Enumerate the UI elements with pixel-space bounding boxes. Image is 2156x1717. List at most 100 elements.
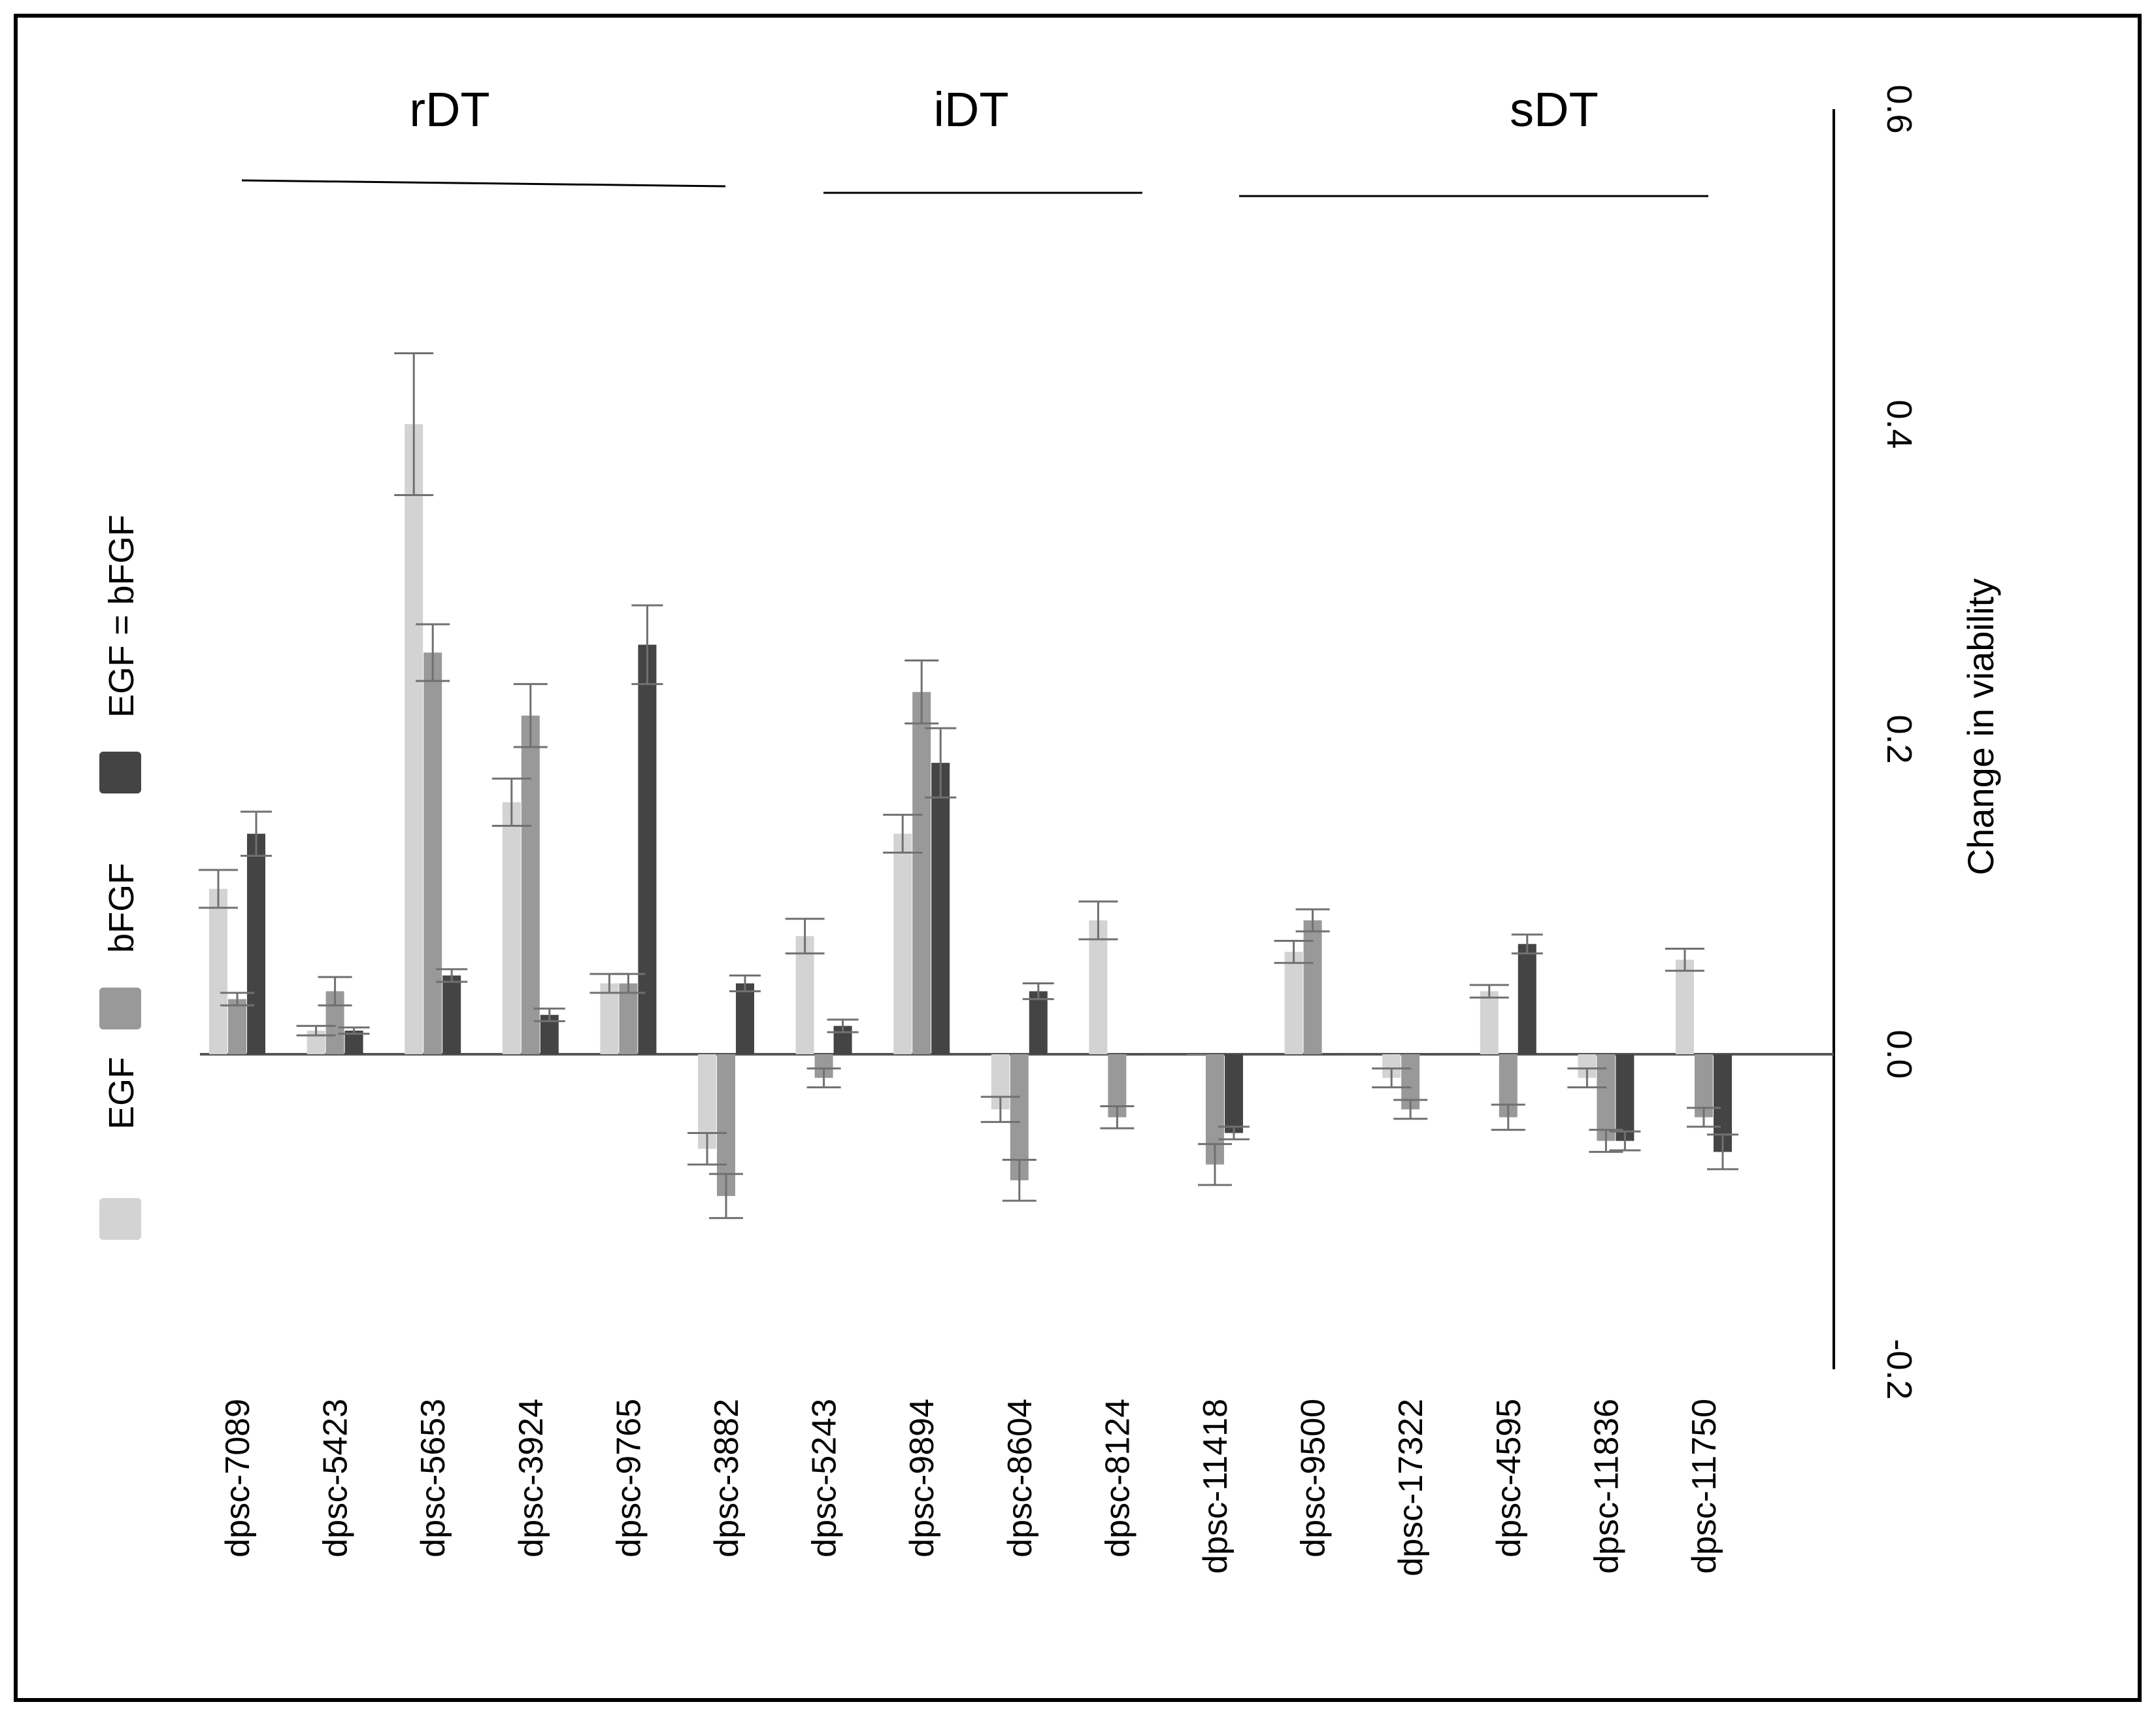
legend-label-egf: EGF [102,1057,141,1129]
bar-egf-dpsc-4595 [1480,991,1499,1054]
error-bar-bfgf-dpsc-3924 [513,683,548,748]
bar-bfgf-dpsc-3924 [521,715,540,1054]
bar-egf-dpsc-7089 [209,888,227,1054]
legend-label-bfgf: bFGF [102,863,141,953]
value-axis: 0.6 0.4 0.2 0.0 -0.2 Change in viability [1833,84,2001,1400]
bar-egf-bfgf-dpsc-9765 [638,644,657,1054]
group-line-rdt [241,179,726,188]
bar-egf-dpsc-11418 [1187,1054,1205,1055]
bar-bfgf-dpsc-9500 [1303,920,1322,1054]
category-label-dpsc-5423: dpsc-5423 [317,1399,355,1558]
group-label-idt: iDT [933,82,1008,137]
y-tick-label: 0.4 [1880,399,1919,448]
error-bar-bfgf-dpsc-4595 [1491,1103,1525,1131]
error-bar-egf-bfgf-dpsc-9765 [631,604,663,686]
error-bar-bfgf-dpsc-11418 [1198,1142,1232,1186]
category-label-dpsc-5653: dpsc-5653 [414,1399,452,1558]
category-label-dpsc-8604: dpsc-8604 [1001,1399,1039,1558]
error-bar-egf-dpsc-11836 [1567,1067,1607,1089]
error-bar-egf-dpsc-4595 [1469,984,1509,999]
bar-egf-bfgf-dpsc-3882 [736,983,754,1054]
bar-egf-dpsc-11750 [1676,959,1694,1054]
group-headers: rDT iDT sDT [241,82,1708,197]
error-bar-bfgf-dpsc-8124 [1100,1105,1135,1129]
category-label-dpsc-11836: dpsc-11836 [1587,1399,1625,1574]
bar-egf-bfgf-dpsc-7089 [247,833,265,1054]
legend: EGF bFGF EGF = bFGF [99,514,141,1240]
error-bar-egf-dpsc-11750 [1665,948,1704,972]
category-label-dpsc-9894: dpsc-9894 [903,1399,941,1558]
bar-egf-bfgf-dpsc-5653 [442,975,461,1054]
y-tick-label: 0.2 [1880,714,1919,763]
category-label-dpsc-9765: dpsc-9765 [610,1399,648,1558]
bar-bfgf-dpsc-5653 [423,652,442,1054]
bar-egf-bfgf-dpsc-8604 [1029,991,1048,1054]
category-label-dpsc-8124: dpsc-8124 [1099,1399,1136,1558]
y-axis-title: Change in viability [1960,578,2001,875]
error-bar-egf-bfgf-dpsc-7089 [240,810,272,857]
category-label-dpsc-5243: dpsc-5243 [806,1399,844,1558]
error-bar-egf-bfgf-dpsc-4595 [1511,933,1543,955]
bar-bfgf-dpsc-9894 [912,692,931,1054]
error-bar-bfgf-dpsc-9500 [1295,908,1330,933]
bar-bfgf-dpsc-11750 [1695,1054,1713,1118]
error-bar-egf-bfgf-dpsc-11418 [1218,1125,1250,1141]
group-label-sdt: sDT [1510,82,1599,137]
bar-bfgf-dpsc-3882 [717,1054,735,1196]
category-label-dpsc-3882: dpsc-3882 [708,1399,746,1558]
bar-bfgf-dpsc-11836 [1597,1054,1616,1141]
y-tick-label: -0.2 [1880,1339,1919,1399]
error-bar-egf-bfgf-dpsc-11750 [1707,1133,1738,1171]
bar-egf-dpsc-9500 [1284,952,1303,1054]
error-bar-bfgf-dpsc-7089 [220,992,254,1007]
error-bar-egf-dpsc-8124 [1078,900,1118,941]
bar-egf-dpsc-5653 [405,424,423,1054]
category-label-dpsc-17322: dpsc-17322 [1392,1399,1430,1576]
error-bar-egf-bfgf-dpsc-3924 [533,1007,565,1022]
error-bar-egf-dpsc-3882 [688,1132,727,1166]
category-label-dpsc-11750: dpsc-11750 [1685,1399,1723,1574]
figure-frame [14,14,2142,1702]
bar-egf-dpsc-9894 [893,833,912,1054]
error-bar-egf-dpsc-8604 [980,1095,1020,1124]
category-label-dpsc-4595: dpsc-4595 [1490,1399,1528,1558]
bar-egf-dpsc-8124 [1089,920,1108,1054]
bar-egf-bfgf-dpsc-9500 [1322,1054,1341,1055]
category-label-dpsc-11418: dpsc-11418 [1197,1399,1235,1574]
error-bar-egf-bfgf-dpsc-9894 [925,727,957,799]
error-bar-egf-dpsc-7089 [199,869,238,909]
bar-bfgf-dpsc-7089 [228,999,246,1054]
category-label-dpsc-7089: dpsc-7089 [219,1399,257,1558]
bar-egf-bfgf-dpsc-11418 [1225,1054,1243,1133]
error-bar-egf-bfgf-dpsc-3882 [729,975,761,993]
bar-egf-dpsc-5243 [795,936,814,1054]
error-bar-egf-dpsc-3924 [491,777,531,827]
error-bar-egf-bfgf-dpsc-5653 [436,968,468,983]
error-bar-bfgf-dpsc-9765 [611,973,646,994]
error-bar-bfgf-dpsc-9894 [904,659,939,725]
error-bar-bfgf-dpsc-17322 [1393,1099,1428,1120]
error-bar-egf-dpsc-5243 [785,918,825,955]
category-label-dpsc-3924: dpsc-3924 [512,1399,550,1558]
error-bar-bfgf-dpsc-5423 [318,976,352,1007]
bar-bfgf-dpsc-9765 [619,983,638,1054]
bar-egf-bfgf-dpsc-9894 [931,763,950,1054]
error-bar-egf-bfgf-dpsc-5243 [827,1018,859,1033]
bar-egf-bfgf-dpsc-11836 [1616,1054,1634,1141]
error-bars-layer [199,352,1738,1220]
group-label-rdt: rDT [409,82,489,137]
bar-egf-bfgf-dpsc-4595 [1517,944,1536,1054]
error-bar-egf-bfgf-dpsc-5423 [338,1026,370,1035]
category-labels: dpsc-7089 dpsc-5423 dpsc-5653 dpsc-3924 dpsc… [219,1399,1723,1576]
bar-egf-dpsc-3924 [502,802,521,1054]
error-bar-egf-dpsc-9894 [883,814,923,854]
error-bar-bfgf-dpsc-11836 [1589,1129,1623,1153]
error-bar-egf-bfgf-dpsc-11836 [1609,1130,1641,1152]
legend-swatch-bfgf [99,988,141,1029]
error-bar-bfgf-dpsc-5243 [806,1067,841,1089]
error-bar-bfgf-dpsc-3882 [709,1173,743,1220]
error-bar-bfgf-dpsc-8604 [1002,1158,1037,1202]
legend-swatch-egf-bfgf [99,752,141,793]
bars-layer [209,424,1732,1196]
